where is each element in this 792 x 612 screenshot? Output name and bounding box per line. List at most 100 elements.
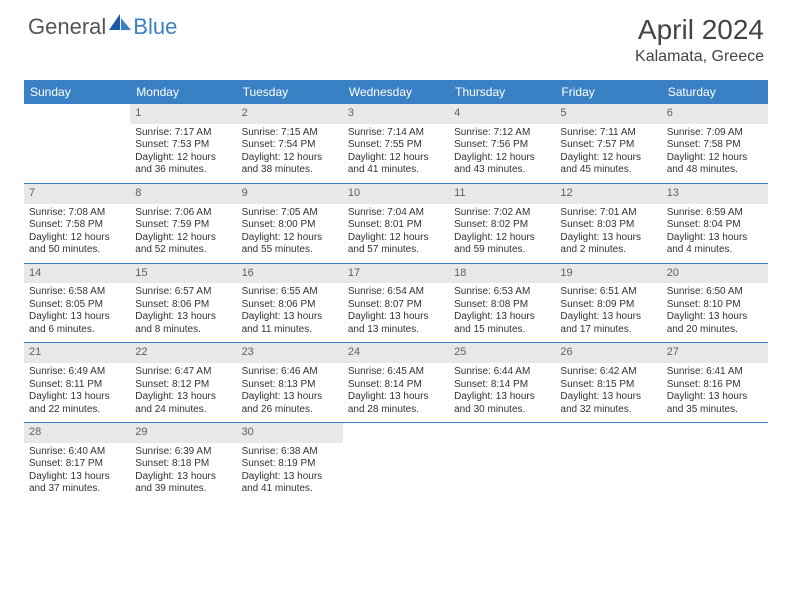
daylight-text: and 24 minutes. <box>135 404 231 417</box>
calendar-day-empty: . <box>662 423 768 502</box>
calendar-day: 24Sunrise: 6:45 AMSunset: 8:14 PMDayligh… <box>343 343 449 422</box>
day-number: 21 <box>24 343 130 363</box>
day-body: Sunrise: 7:17 AMSunset: 7:53 PMDaylight:… <box>130 124 236 183</box>
calendar-day: 26Sunrise: 6:42 AMSunset: 8:15 PMDayligh… <box>555 343 661 422</box>
weekday-header: Thursday <box>449 80 555 104</box>
daylight-text: and 38 minutes. <box>242 164 338 177</box>
calendar-day: 28Sunrise: 6:40 AMSunset: 8:17 PMDayligh… <box>24 423 130 502</box>
day-number: 4 <box>449 104 555 124</box>
sunrise-text: Sunrise: 7:06 AM <box>135 207 231 220</box>
sunset-text: Sunset: 8:03 PM <box>560 219 656 232</box>
daylight-text: Daylight: 12 hours <box>29 232 125 245</box>
calendar-day: 2Sunrise: 7:15 AMSunset: 7:54 PMDaylight… <box>237 104 343 183</box>
sunset-text: Sunset: 8:19 PM <box>242 458 338 471</box>
sunset-text: Sunset: 8:14 PM <box>454 379 550 392</box>
sunrise-text: Sunrise: 6:41 AM <box>667 366 763 379</box>
daylight-text: and 35 minutes. <box>667 404 763 417</box>
calendar-day: 20Sunrise: 6:50 AMSunset: 8:10 PMDayligh… <box>662 264 768 343</box>
sunrise-text: Sunrise: 7:02 AM <box>454 207 550 220</box>
day-body: Sunrise: 6:49 AMSunset: 8:11 PMDaylight:… <box>24 363 130 422</box>
daylight-text: Daylight: 13 hours <box>242 391 338 404</box>
calendar-day: 15Sunrise: 6:57 AMSunset: 8:06 PMDayligh… <box>130 264 236 343</box>
sunset-text: Sunset: 7:53 PM <box>135 139 231 152</box>
sail-icon <box>109 14 131 32</box>
day-body: Sunrise: 7:06 AMSunset: 7:59 PMDaylight:… <box>130 204 236 263</box>
day-body: Sunrise: 7:12 AMSunset: 7:56 PMDaylight:… <box>449 124 555 183</box>
day-number: 18 <box>449 264 555 284</box>
daylight-text: Daylight: 12 hours <box>454 152 550 165</box>
sunset-text: Sunset: 8:06 PM <box>242 299 338 312</box>
daylight-text: Daylight: 13 hours <box>29 471 125 484</box>
sunrise-text: Sunrise: 6:51 AM <box>560 286 656 299</box>
daylight-text: Daylight: 12 hours <box>560 152 656 165</box>
calendar-day: 12Sunrise: 7:01 AMSunset: 8:03 PMDayligh… <box>555 184 661 263</box>
sunset-text: Sunset: 8:00 PM <box>242 219 338 232</box>
day-number: 26 <box>555 343 661 363</box>
calendar-day: 19Sunrise: 6:51 AMSunset: 8:09 PMDayligh… <box>555 264 661 343</box>
day-body: Sunrise: 7:14 AMSunset: 7:55 PMDaylight:… <box>343 124 449 183</box>
daylight-text: and 48 minutes. <box>667 164 763 177</box>
sunrise-text: Sunrise: 6:50 AM <box>667 286 763 299</box>
brand-part2: Blue <box>133 14 177 40</box>
day-body: Sunrise: 6:53 AMSunset: 8:08 PMDaylight:… <box>449 283 555 342</box>
day-number: 11 <box>449 184 555 204</box>
sunrise-text: Sunrise: 7:08 AM <box>29 207 125 220</box>
day-body: Sunrise: 6:42 AMSunset: 8:15 PMDaylight:… <box>555 363 661 422</box>
weekday-header: Monday <box>130 80 236 104</box>
day-number: 12 <box>555 184 661 204</box>
daylight-text: and 59 minutes. <box>454 244 550 257</box>
sunset-text: Sunset: 8:16 PM <box>667 379 763 392</box>
daylight-text: and 30 minutes. <box>454 404 550 417</box>
sunset-text: Sunset: 7:59 PM <box>135 219 231 232</box>
sunset-text: Sunset: 8:04 PM <box>667 219 763 232</box>
daylight-text: and 57 minutes. <box>348 244 444 257</box>
daylight-text: and 6 minutes. <box>29 324 125 337</box>
day-number: 28 <box>24 423 130 443</box>
calendar-week: 28Sunrise: 6:40 AMSunset: 8:17 PMDayligh… <box>24 422 768 502</box>
day-number: 9 <box>237 184 343 204</box>
weekday-header: Tuesday <box>237 80 343 104</box>
sunset-text: Sunset: 8:02 PM <box>454 219 550 232</box>
daylight-text: Daylight: 13 hours <box>667 232 763 245</box>
day-number: 3 <box>343 104 449 124</box>
calendar-day: 10Sunrise: 7:04 AMSunset: 8:01 PMDayligh… <box>343 184 449 263</box>
sunset-text: Sunset: 7:57 PM <box>560 139 656 152</box>
calendar-day: 13Sunrise: 6:59 AMSunset: 8:04 PMDayligh… <box>662 184 768 263</box>
sunrise-text: Sunrise: 6:46 AM <box>242 366 338 379</box>
day-number: 15 <box>130 264 236 284</box>
sunrise-text: Sunrise: 7:12 AM <box>454 127 550 140</box>
sunrise-text: Sunrise: 6:38 AM <box>242 446 338 459</box>
weekday-header-row: SundayMondayTuesdayWednesdayThursdayFrid… <box>24 80 768 104</box>
daylight-text: Daylight: 13 hours <box>29 391 125 404</box>
day-body: Sunrise: 6:59 AMSunset: 8:04 PMDaylight:… <box>662 204 768 263</box>
sunrise-text: Sunrise: 6:54 AM <box>348 286 444 299</box>
day-body: Sunrise: 6:46 AMSunset: 8:13 PMDaylight:… <box>237 363 343 422</box>
day-body: Sunrise: 6:55 AMSunset: 8:06 PMDaylight:… <box>237 283 343 342</box>
sunset-text: Sunset: 8:07 PM <box>348 299 444 312</box>
daylight-text: Daylight: 13 hours <box>242 471 338 484</box>
day-body: Sunrise: 6:47 AMSunset: 8:12 PMDaylight:… <box>130 363 236 422</box>
calendar-day: 3Sunrise: 7:14 AMSunset: 7:55 PMDaylight… <box>343 104 449 183</box>
sunrise-text: Sunrise: 6:40 AM <box>29 446 125 459</box>
calendar-day: 1Sunrise: 7:17 AMSunset: 7:53 PMDaylight… <box>130 104 236 183</box>
sunset-text: Sunset: 8:06 PM <box>135 299 231 312</box>
weekday-header: Sunday <box>24 80 130 104</box>
sunrise-text: Sunrise: 7:01 AM <box>560 207 656 220</box>
calendar-week: 14Sunrise: 6:58 AMSunset: 8:05 PMDayligh… <box>24 263 768 343</box>
sunset-text: Sunset: 7:55 PM <box>348 139 444 152</box>
day-body: Sunrise: 6:41 AMSunset: 8:16 PMDaylight:… <box>662 363 768 422</box>
sunset-text: Sunset: 7:58 PM <box>29 219 125 232</box>
day-number: 7 <box>24 184 130 204</box>
location-label: Kalamata, Greece <box>635 48 764 66</box>
day-body: Sunrise: 7:15 AMSunset: 7:54 PMDaylight:… <box>237 124 343 183</box>
daylight-text: Daylight: 13 hours <box>454 311 550 324</box>
sunrise-text: Sunrise: 7:09 AM <box>667 127 763 140</box>
sunrise-text: Sunrise: 6:58 AM <box>29 286 125 299</box>
calendar-day: 5Sunrise: 7:11 AMSunset: 7:57 PMDaylight… <box>555 104 661 183</box>
sunrise-text: Sunrise: 7:14 AM <box>348 127 444 140</box>
day-body: Sunrise: 7:11 AMSunset: 7:57 PMDaylight:… <box>555 124 661 183</box>
calendar-day: 21Sunrise: 6:49 AMSunset: 8:11 PMDayligh… <box>24 343 130 422</box>
sunset-text: Sunset: 7:56 PM <box>454 139 550 152</box>
daylight-text: Daylight: 13 hours <box>560 311 656 324</box>
calendar-day: 4Sunrise: 7:12 AMSunset: 7:56 PMDaylight… <box>449 104 555 183</box>
